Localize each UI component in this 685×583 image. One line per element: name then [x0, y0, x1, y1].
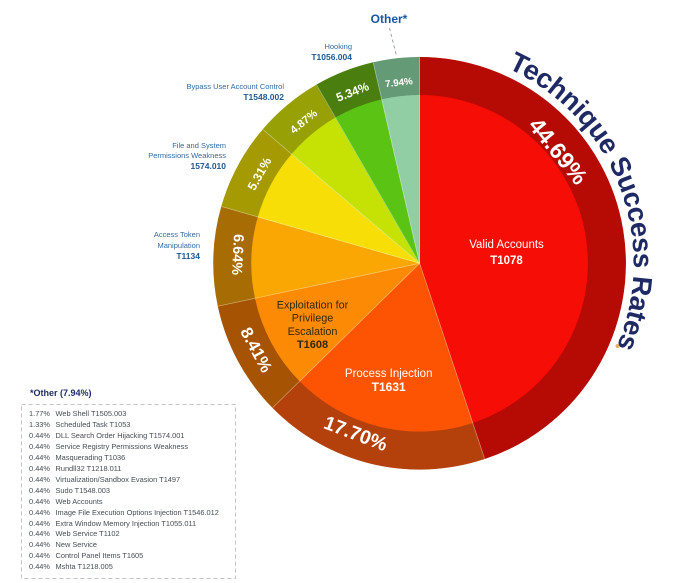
svg-text:Privilege: Privilege — [292, 313, 333, 325]
svg-text:T1078: T1078 — [490, 255, 523, 267]
svg-text:Valid Accounts: Valid Accounts — [469, 239, 544, 251]
svg-text:7.94%: 7.94% — [385, 76, 414, 90]
svg-text:T1608: T1608 — [297, 339, 328, 351]
svg-text:Escalation: Escalation — [288, 326, 338, 338]
svg-text:6.64%: 6.64% — [228, 234, 246, 276]
svg-text:Exploitation for: Exploitation for — [277, 299, 349, 311]
svg-text:T1631: T1631 — [372, 380, 406, 394]
svg-text:Process Injection: Process Injection — [345, 368, 433, 380]
